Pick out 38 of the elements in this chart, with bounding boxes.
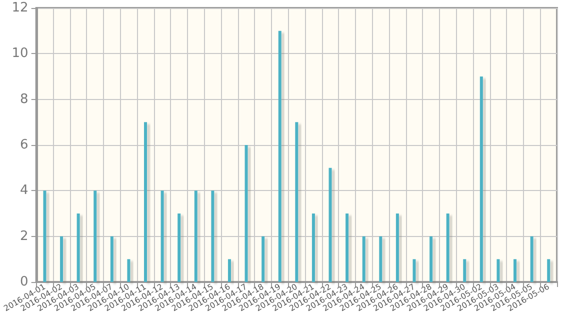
bar bbox=[228, 259, 231, 282]
bar bbox=[412, 259, 416, 282]
y-tick-label: 10 bbox=[12, 46, 28, 62]
y-tick-label: 2 bbox=[20, 228, 28, 244]
bar bbox=[480, 76, 483, 282]
bar bbox=[127, 259, 130, 282]
bar bbox=[396, 214, 399, 282]
y-tick-label: 8 bbox=[20, 92, 28, 107]
bar bbox=[211, 190, 214, 282]
bar bbox=[76, 214, 80, 282]
bar bbox=[43, 190, 46, 282]
y-tick-label: 12 bbox=[12, 0, 28, 16]
bar bbox=[362, 236, 366, 282]
bar bbox=[110, 236, 114, 282]
y-tick-label: 6 bbox=[20, 138, 28, 152]
bar bbox=[463, 259, 466, 282]
bar bbox=[94, 190, 97, 282]
bar bbox=[446, 214, 450, 282]
bar bbox=[178, 214, 181, 282]
bar bbox=[262, 236, 265, 282]
bar bbox=[312, 214, 315, 282]
bar bbox=[496, 259, 500, 282]
bar bbox=[194, 190, 198, 282]
bar bbox=[278, 30, 282, 282]
bar bbox=[244, 145, 248, 282]
bar bbox=[60, 236, 64, 282]
bar bbox=[514, 259, 517, 282]
y-tick-label: 4 bbox=[20, 183, 28, 198]
bar bbox=[530, 236, 534, 282]
bar bbox=[547, 259, 550, 282]
bar bbox=[160, 190, 164, 282]
bar bbox=[430, 236, 433, 282]
bar bbox=[346, 214, 349, 282]
bar bbox=[144, 122, 147, 282]
bar bbox=[295, 122, 298, 282]
y-tick-label: 0 bbox=[20, 274, 28, 290]
bar bbox=[379, 236, 382, 282]
bar bbox=[328, 168, 332, 282]
